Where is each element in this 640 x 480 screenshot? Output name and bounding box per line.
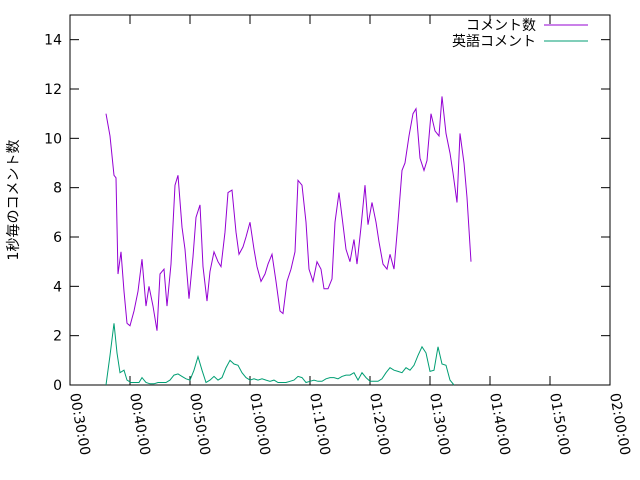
series-line-comments <box>105 96 472 331</box>
series-line-english-comments <box>105 323 455 386</box>
x-tick-label: 01:30:00 <box>426 392 453 457</box>
y-axis-ticks: 0 2 4 6 8 10 12 14 <box>44 33 610 394</box>
x-tick-label: 01:40:00 <box>486 392 513 457</box>
x-tick-label: 01:20:00 <box>366 392 393 457</box>
y-axis-label: 1秒毎のコメント数 <box>6 140 22 261</box>
x-tick-label: 02:00:00 <box>606 392 633 457</box>
plot-frame <box>69 14 611 386</box>
x-tick-label: 00:50:00 <box>186 392 213 457</box>
x-tick-label: 00:30:00 <box>66 392 93 457</box>
y-tick-label: 14 <box>44 33 62 49</box>
x-tick-label: 01:10:00 <box>306 392 333 457</box>
legend-label-english-comments: 英語コメント <box>452 33 536 50</box>
series-lines <box>105 96 472 386</box>
y-tick-label: 12 <box>44 82 62 98</box>
y-tick-label: 10 <box>44 131 62 147</box>
y-tick-label: 0 <box>53 378 62 394</box>
y-tick-label: 4 <box>53 279 62 295</box>
x-tick-label: 01:50:00 <box>546 392 573 457</box>
x-axis-ticks: 00:30:00 00:40:00 00:50:00 01:00:00 01:10:00… <box>66 15 633 457</box>
y-tick-label: 2 <box>53 329 62 345</box>
y-tick-label: 8 <box>53 181 62 197</box>
x-tick-label: 00:40:00 <box>126 392 153 457</box>
legend-label-comments: コメント数 <box>466 18 536 34</box>
y-tick-label: 6 <box>53 230 62 246</box>
x-tick-label: 01:00:00 <box>246 392 273 457</box>
legend: コメント数 英語コメント <box>452 18 588 50</box>
